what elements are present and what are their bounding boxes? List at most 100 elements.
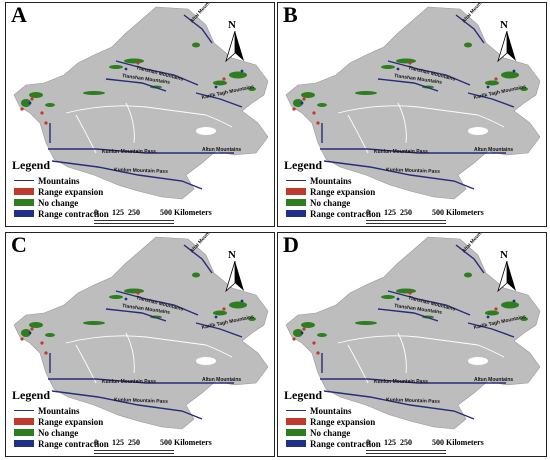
contraction-patch <box>28 331 32 335</box>
mountain-label: Altun Mountains <box>202 377 241 383</box>
no-change-patch <box>464 42 472 48</box>
legend-swatch <box>286 180 306 181</box>
river-line <box>397 332 407 374</box>
no-change-patch <box>301 92 315 98</box>
scale-bar: 0 125 250 500 Kilometers <box>366 208 516 226</box>
legend-swatch <box>286 440 306 447</box>
expansion-patch <box>136 291 140 295</box>
expansion-patch <box>494 307 498 311</box>
legend-label: Range expansion <box>310 416 376 427</box>
north-arrow-icon: N <box>222 19 248 65</box>
expansion-patch <box>316 121 320 125</box>
scale-tick-label: 250 <box>128 208 140 217</box>
mountain-line <box>320 378 506 384</box>
expansion-patch <box>40 111 44 115</box>
scale-tick-label: 0 <box>94 438 98 447</box>
scale-tick-label: 0 <box>94 208 98 217</box>
lake-shape <box>196 357 216 365</box>
contraction-patch <box>512 69 516 73</box>
no-change-patch <box>396 58 416 64</box>
mountain-line <box>377 78 439 92</box>
expansion-patch <box>494 77 498 81</box>
mountain-label: Altun Mountains <box>474 147 513 153</box>
legend-swatch <box>286 210 306 217</box>
river-line <box>125 102 135 144</box>
expansion-patch <box>30 327 34 331</box>
scale-tick-label: 500 Kilometers <box>160 208 212 217</box>
mountain-line <box>183 14 213 44</box>
contraction-patch <box>240 69 244 73</box>
map-panel-b: Altai Mountains Tianshan Mountains Tiansha… <box>277 2 547 227</box>
no-change-patch <box>192 42 200 48</box>
expansion-patch <box>40 341 44 345</box>
river-line <box>337 335 479 346</box>
legend-swatch <box>14 180 34 181</box>
river-line <box>397 102 407 144</box>
mountain-line <box>195 322 243 338</box>
no-change-patch <box>248 317 256 321</box>
expansion-patch <box>408 61 412 65</box>
legend-swatch <box>286 418 306 425</box>
contraction-patch <box>486 315 490 319</box>
mountain-label: Altun Mountains <box>202 147 241 153</box>
no-change-patch <box>213 310 227 316</box>
mountain-line <box>387 60 471 86</box>
scale-tick-label: 125 <box>112 208 124 217</box>
scale-tick-label: 250 <box>400 438 412 447</box>
legend-item: Range contraction <box>284 208 394 219</box>
legend-item: Range expansion <box>12 416 122 427</box>
no-change-patch <box>109 295 123 299</box>
legend-label: Mountains <box>310 175 352 186</box>
no-change-patch <box>109 65 123 69</box>
map-panel-c: Altai Mountains Tianshan Mountains Tiansha… <box>5 232 275 457</box>
expansion-patch <box>20 337 24 341</box>
legend-item: No change <box>12 197 122 208</box>
expansion-patch <box>292 337 296 341</box>
north-arrow-icon: N <box>494 249 520 295</box>
map-panel-d: Altai Mountains Tianshan Mountains Tiansha… <box>277 232 547 457</box>
mountain-line <box>183 244 213 274</box>
no-change-patch <box>45 103 55 107</box>
legend-swatch <box>286 199 306 206</box>
legend-title: Legend <box>284 158 323 172</box>
no-change-patch <box>83 321 105 325</box>
map-panel-a: Altai Mountains Tianshan Mountains Tiansha… <box>5 2 275 227</box>
legend-label: Range expansion <box>310 186 376 197</box>
contraction-patch <box>300 101 304 105</box>
scale-tick-label: 0 <box>366 438 370 447</box>
no-change-patch <box>381 65 395 69</box>
mountain-line <box>115 290 199 316</box>
legend-label: Range contraction <box>310 208 381 219</box>
legend-item: Range expansion <box>284 186 394 197</box>
expansion-patch <box>30 97 34 101</box>
river-line <box>337 105 479 116</box>
north-label: N <box>500 249 508 261</box>
no-change-patch <box>464 272 472 278</box>
legend-title: Legend <box>12 388 51 402</box>
scale-tick-label: 250 <box>400 208 412 217</box>
mountain-label: Kunlun Mountain Pass <box>386 167 440 175</box>
legend-swatch <box>286 410 306 411</box>
scale-line <box>94 450 174 454</box>
legend-label: Range expansion <box>38 186 104 197</box>
mountain-line <box>48 378 234 384</box>
region-shape <box>285 6 541 200</box>
no-change-patch <box>293 99 303 107</box>
contraction-patch <box>124 67 128 71</box>
panel-letter: D <box>283 232 299 257</box>
expansion-patch <box>44 351 48 355</box>
no-change-patch <box>29 92 43 98</box>
panel-letter: A <box>11 2 27 27</box>
legend-item: Mountains <box>284 175 394 186</box>
legend-swatch <box>286 188 306 195</box>
no-change-patch <box>501 301 519 309</box>
mountain-line <box>105 78 167 92</box>
mountain-line <box>455 244 485 274</box>
lake-shape <box>468 357 488 365</box>
mountain-label: Kunlun Mountain Pass <box>102 149 156 155</box>
legend-swatch <box>14 429 34 436</box>
mountain-line <box>323 160 475 190</box>
no-change-patch <box>396 288 416 294</box>
mountain-line <box>51 390 203 420</box>
